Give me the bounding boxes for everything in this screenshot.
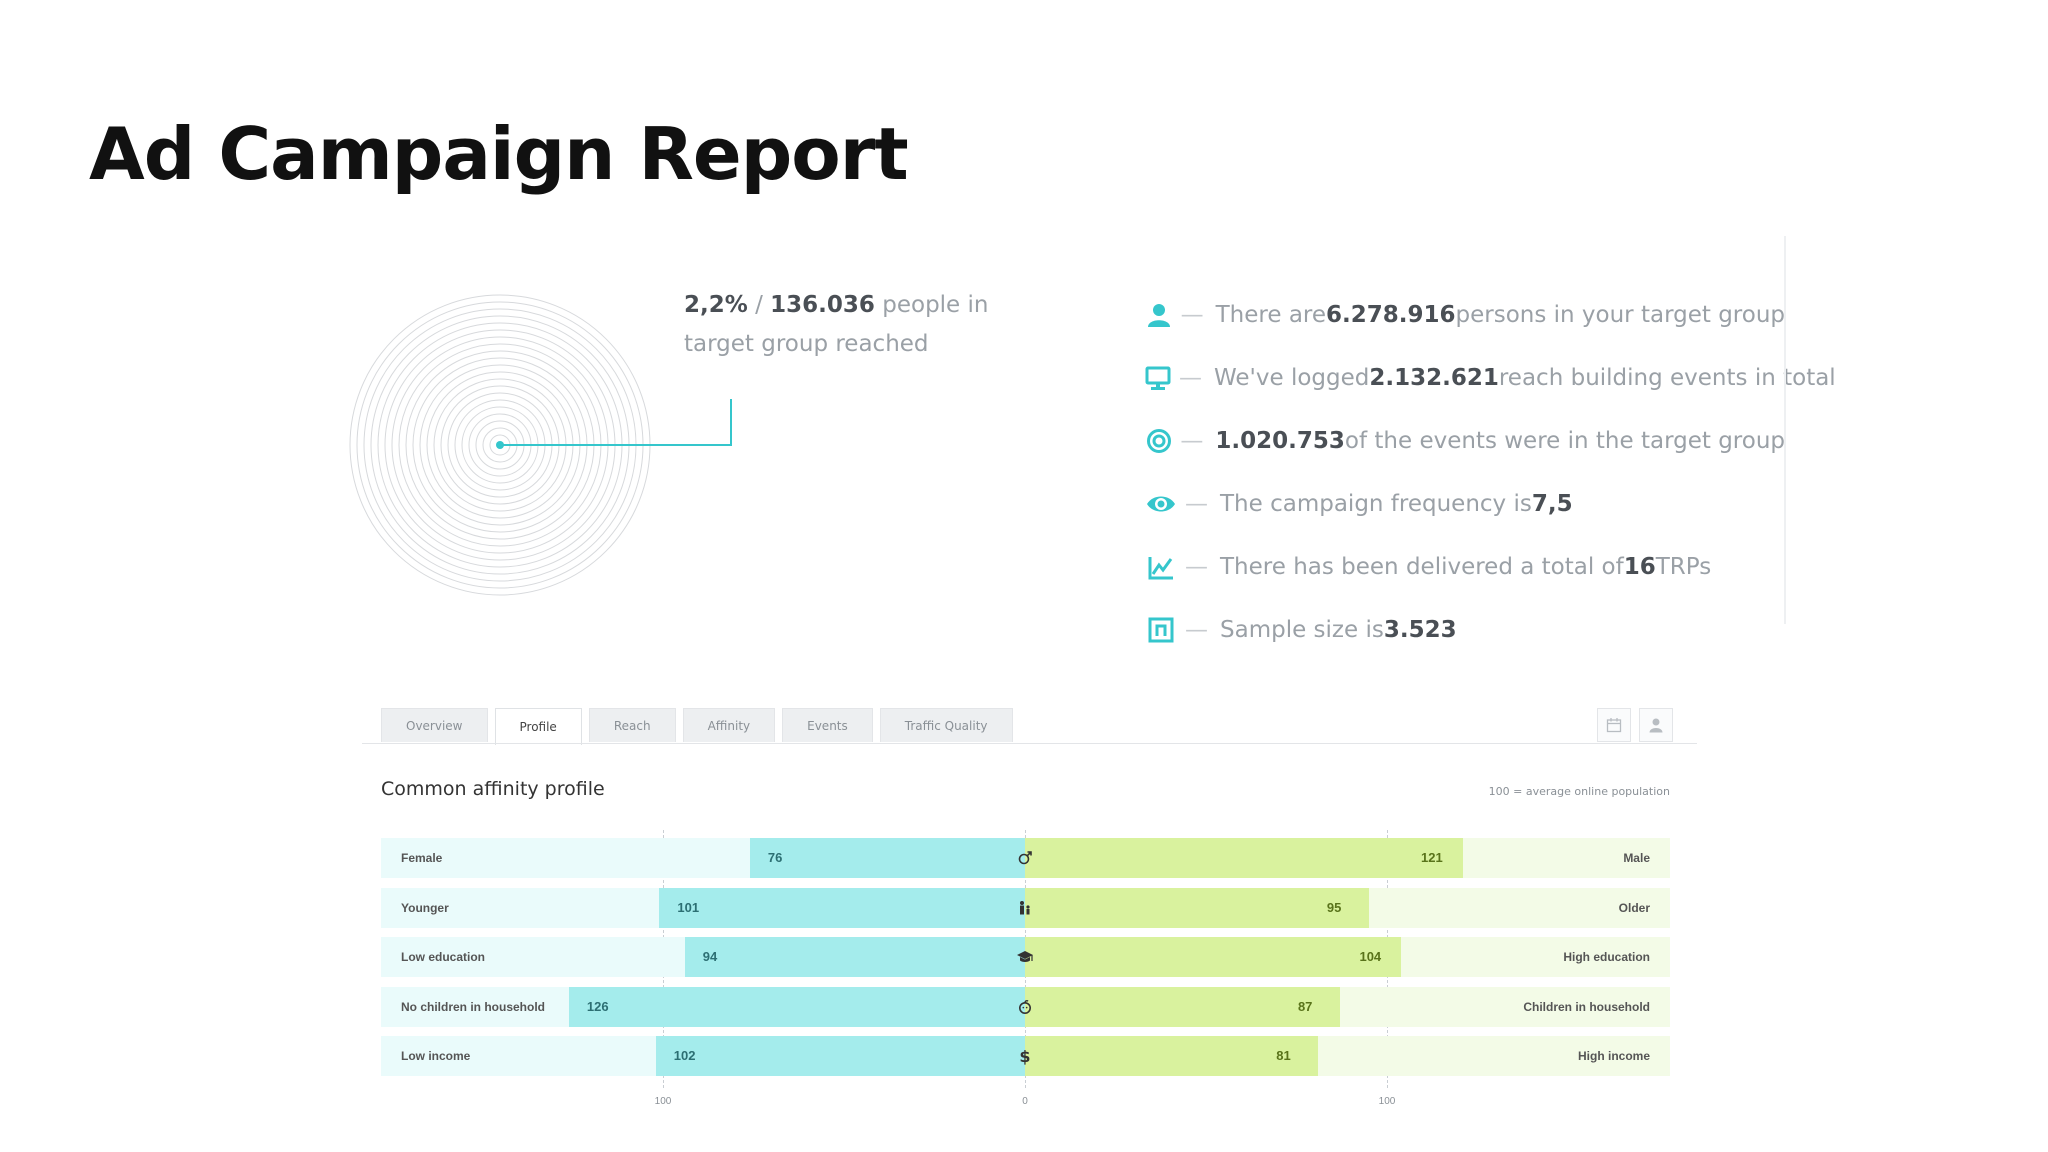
divider-line (1784, 236, 1786, 624)
tab-reach[interactable]: Reach (588, 708, 676, 742)
monitor-icon (1145, 362, 1171, 394)
value-right: 95 (1326, 899, 1342, 915)
bar-right (1025, 838, 1464, 878)
stat-trps: — There has been delivered a total of 16… (1145, 535, 1785, 598)
value-right: 87 (1297, 998, 1313, 1014)
row-label-right: High income (1577, 1049, 1650, 1063)
svg-text:$: $ (1019, 1047, 1030, 1065)
value-left: 76 (767, 850, 783, 865)
bar-right (1025, 887, 1369, 928)
calendar-icon (1606, 718, 1622, 733)
value-right: 121 (1421, 850, 1443, 865)
bar-left (655, 1036, 1025, 1076)
row-label-right: Children in household (1523, 999, 1650, 1014)
tab-underline (362, 743, 1697, 744)
axis-tick-label: 100 (654, 1096, 672, 1107)
affinity-row: Younger Older 101 95 (381, 887, 1670, 928)
bar-left (568, 986, 1025, 1027)
tab-affinity[interactable]: Affinity (682, 708, 776, 742)
stat-events-logged: — We've logged 2.132.621 reach building … (1145, 346, 1836, 409)
reach-separator: / (747, 292, 771, 318)
affinity-row: Female Male 76 121 (381, 838, 1670, 878)
value-left: 94 (702, 949, 718, 964)
bar-left (749, 838, 1025, 878)
stat-dash: — (1180, 427, 1204, 454)
reach-percent: 2,2% (684, 292, 748, 318)
stat-target-events: — 1.020.753 of the events were in the ta… (1145, 409, 1785, 472)
tab-profile[interactable]: Profile (494, 708, 582, 745)
stat-target-group: — There are 6.278.916 persons in your ta… (1145, 283, 1785, 346)
stats-list: — There are 6.278.916 persons in your ta… (1145, 283, 1836, 661)
reach-text-1: people in (874, 292, 989, 318)
user-icon (1649, 718, 1663, 733)
page-title: Ad Campaign Report (89, 112, 909, 196)
affinity-chart: Female Male 76 121 Younger Older 101 95 Low educ… (381, 830, 1670, 1118)
reach-summary: 2,2% / 136.036 people in target group re… (684, 286, 1024, 364)
baby-icon (1015, 997, 1035, 1017)
chart-icon (1145, 551, 1177, 583)
section-title: Common affinity profile (381, 778, 605, 800)
row-label-right: Older (1618, 900, 1650, 915)
gender-icon (1015, 848, 1035, 868)
reach-text-2: target group reached (684, 331, 929, 357)
affinity-row: Low income High income 102 81 $ (381, 1036, 1670, 1076)
target-callout-line (500, 399, 732, 446)
bar-right (1025, 937, 1402, 977)
tab-traffic-quality[interactable]: Traffic Quality (879, 708, 1013, 742)
calendar-button[interactable] (1597, 708, 1631, 742)
reach-people: 136.036 (770, 292, 875, 318)
stat-frequency: — The campaign frequency is 7,5 (1145, 472, 1785, 535)
row-label-left: Low income (401, 1049, 471, 1063)
row-label-left: Younger (401, 900, 449, 915)
value-right: 104 (1359, 949, 1382, 964)
person-icon (1145, 299, 1173, 331)
row-label-left: Female (401, 851, 443, 865)
bar-left (684, 937, 1025, 977)
row-label-left: No children in household (401, 999, 545, 1014)
tab-overview[interactable]: Overview (381, 708, 488, 742)
tab-events[interactable]: Events (782, 708, 873, 742)
stat-dash: — (1185, 490, 1208, 517)
bar-left (659, 887, 1025, 928)
bar-right (1025, 1036, 1319, 1076)
bar-right (1025, 986, 1340, 1027)
affinity-row: No children in household Children in hous… (381, 986, 1670, 1027)
stat-dash: — (1185, 553, 1208, 580)
axis-tick-label: 0 (1022, 1096, 1028, 1107)
row-label-left: Low education (401, 950, 485, 964)
stat-dash: — (1185, 616, 1208, 643)
axis-tick-label: 100 (1378, 1096, 1396, 1107)
row-label-right: Male (1623, 851, 1650, 865)
target-icon (1145, 425, 1172, 457)
sample-icon (1145, 614, 1177, 646)
value-left: 102 (673, 1048, 696, 1063)
user-button[interactable] (1639, 708, 1673, 742)
value-left: 126 (586, 998, 609, 1014)
scale-note: 100 = average online population (1488, 785, 1670, 798)
family-icon (1015, 898, 1035, 918)
value-right: 81 (1276, 1048, 1291, 1063)
stat-sample-size: — Sample size is 3.523 (1145, 598, 1785, 661)
tab-bar: Overview Profile Reach Affinity Events T… (381, 708, 1013, 745)
affinity-row: Low education High education 94 104 (381, 937, 1670, 977)
eye-icon (1145, 488, 1177, 520)
target-rings-graphic (349, 294, 732, 596)
dollar-icon: $ (1015, 1046, 1035, 1066)
graduation-cap-icon (1015, 947, 1035, 967)
row-label-right: High education (1563, 950, 1650, 964)
value-left: 101 (677, 899, 700, 915)
stat-dash: — (1180, 301, 1204, 328)
stat-dash: — (1179, 364, 1202, 391)
